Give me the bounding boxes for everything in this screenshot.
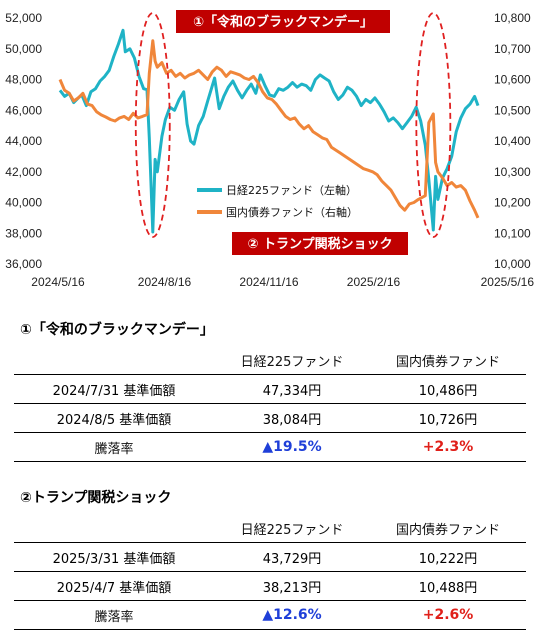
nikkei-value: 38,213円 xyxy=(214,571,370,601)
right-tick-label: 10,600 xyxy=(494,73,531,87)
right-tick-label: 10,700 xyxy=(494,42,531,56)
left-tick-label: 48,000 xyxy=(5,73,42,87)
series-line-bond xyxy=(58,39,480,219)
highlight-ellipses xyxy=(134,12,452,238)
bond-value: 10,726円 xyxy=(370,403,526,433)
table-header-row: 日経225ファンド 国内債券ファンド xyxy=(14,514,526,543)
header-blank xyxy=(14,514,214,543)
right-tick-label: 10,500 xyxy=(494,103,531,117)
series-line-nikkei xyxy=(58,28,480,234)
header-blank xyxy=(14,346,214,375)
row-label: 2024/7/31 基準価額 xyxy=(14,374,214,404)
x-tick-label: 2024/8/16 xyxy=(138,275,192,289)
table-row: 2025/3/31 基準価額 43,729円 10,222円 xyxy=(14,542,526,572)
table-row-change: 騰落率 ▲19.5% +2.3% xyxy=(14,432,526,462)
row-label: 2024/8/5 基準価額 xyxy=(14,403,214,433)
header-bond: 国内債券ファンド xyxy=(370,514,526,543)
table-header-row: 日経225ファンド 国内債券ファンド xyxy=(14,346,526,375)
bond-value: 10,486円 xyxy=(370,374,526,404)
row-label: 2025/4/7 基準価額 xyxy=(14,571,214,601)
table-row-change: 騰落率 ▲12.6% +2.6% xyxy=(14,600,526,630)
annotation-2-label: ② トランプ関税ショック xyxy=(247,236,392,252)
right-tick-label: 10,000 xyxy=(494,257,531,271)
dual-axis-line-chart: 36,000 38,000 40,000 42,000 44,000 46,000 48,0… xyxy=(5,10,534,289)
table-row: 2024/8/5 基準価額 38,084円 10,726円 xyxy=(14,403,526,433)
section-tariff-shock: ②トランプ関税ショック 日経225ファンド 国内債券ファンド 2025/3/31… xyxy=(14,488,526,630)
series-layer xyxy=(58,28,480,234)
section-1-table: 日経225ファンド 国内債券ファンド 2024/7/31 基準価額 47,334… xyxy=(14,346,526,462)
nikkei-value: 47,334円 xyxy=(214,374,370,404)
section-1-title: ①「令和のブラックマンデー」 xyxy=(20,322,214,338)
left-axis: 36,000 38,000 40,000 42,000 44,000 46,000 48,0… xyxy=(5,11,42,271)
bond-value: 10,488円 xyxy=(370,571,526,601)
left-tick-label: 44,000 xyxy=(5,134,42,148)
header-nikkei: 日経225ファンド xyxy=(214,346,370,375)
left-tick-label: 40,000 xyxy=(5,196,42,210)
change-label: 騰落率 xyxy=(14,600,214,630)
right-axis: 10,000 10,100 10,200 10,300 10,400 10,500 10,6… xyxy=(494,11,531,271)
left-tick-label: 52,000 xyxy=(5,11,42,25)
section-2-table: 日経225ファンド 国内債券ファンド 2025/3/31 基準価額 43,729… xyxy=(14,514,526,630)
section-black-monday: ①「令和のブラックマンデー」 日経225ファンド 国内債券ファンド 2024/7… xyxy=(14,320,526,462)
table-row: 2024/7/31 基準価額 47,334円 10,486円 xyxy=(14,374,526,404)
left-tick-label: 50,000 xyxy=(5,42,42,56)
bond-change: +2.3% xyxy=(370,432,526,462)
header-bond: 国内債券ファンド xyxy=(370,346,526,375)
x-tick-label: 2024/11/16 xyxy=(239,275,298,289)
left-tick-label: 38,000 xyxy=(5,226,42,240)
highlight-ellipse-2 xyxy=(415,12,452,238)
right-tick-label: 10,200 xyxy=(494,196,531,210)
nikkei-change: ▲19.5% xyxy=(214,432,370,462)
row-label: 2025/3/31 基準価額 xyxy=(14,542,214,572)
annotation-1: ①「令和のブラックマンデー」 xyxy=(176,10,390,33)
right-tick-label: 10,100 xyxy=(494,226,531,240)
x-tick-label: 2025/2/16 xyxy=(347,275,401,289)
right-tick-label: 10,800 xyxy=(494,11,531,25)
legend: 日経225ファンド（左軸） 国内債券ファンド（右軸） xyxy=(197,183,358,219)
left-tick-label: 42,000 xyxy=(5,165,42,179)
bond-value: 10,222円 xyxy=(370,542,526,572)
annotation-1-label: ①「令和のブラックマンデー」 xyxy=(193,14,373,30)
legend-label-bond: 国内債券ファンド（右軸） xyxy=(226,205,358,219)
section-2-title: ②トランプ関税ショック xyxy=(20,490,172,506)
highlight-ellipse-1 xyxy=(134,12,171,238)
left-tick-label: 36,000 xyxy=(5,257,42,271)
table-row: 2025/4/7 基準価額 38,213円 10,488円 xyxy=(14,571,526,601)
change-label: 騰落率 xyxy=(14,432,214,462)
right-tick-label: 10,300 xyxy=(494,165,531,179)
bond-change: +2.6% xyxy=(370,600,526,630)
annotation-2: ② トランプ関税ショック xyxy=(232,232,408,255)
legend-label-nikkei: 日経225ファンド（左軸） xyxy=(226,183,357,197)
x-tick-label: 2025/5/16 xyxy=(481,275,535,289)
right-tick-label: 10,400 xyxy=(494,134,531,148)
x-tick-label: 2024/5/16 xyxy=(31,275,85,289)
nikkei-value: 38,084円 xyxy=(214,403,370,433)
header-nikkei: 日経225ファンド xyxy=(214,514,370,543)
left-tick-label: 46,000 xyxy=(5,103,42,117)
x-axis: 2024/5/16 2024/8/16 2024/11/16 2025/2/16 202… xyxy=(31,275,534,289)
nikkei-value: 43,729円 xyxy=(214,542,370,572)
nikkei-change: ▲12.6% xyxy=(214,600,370,630)
